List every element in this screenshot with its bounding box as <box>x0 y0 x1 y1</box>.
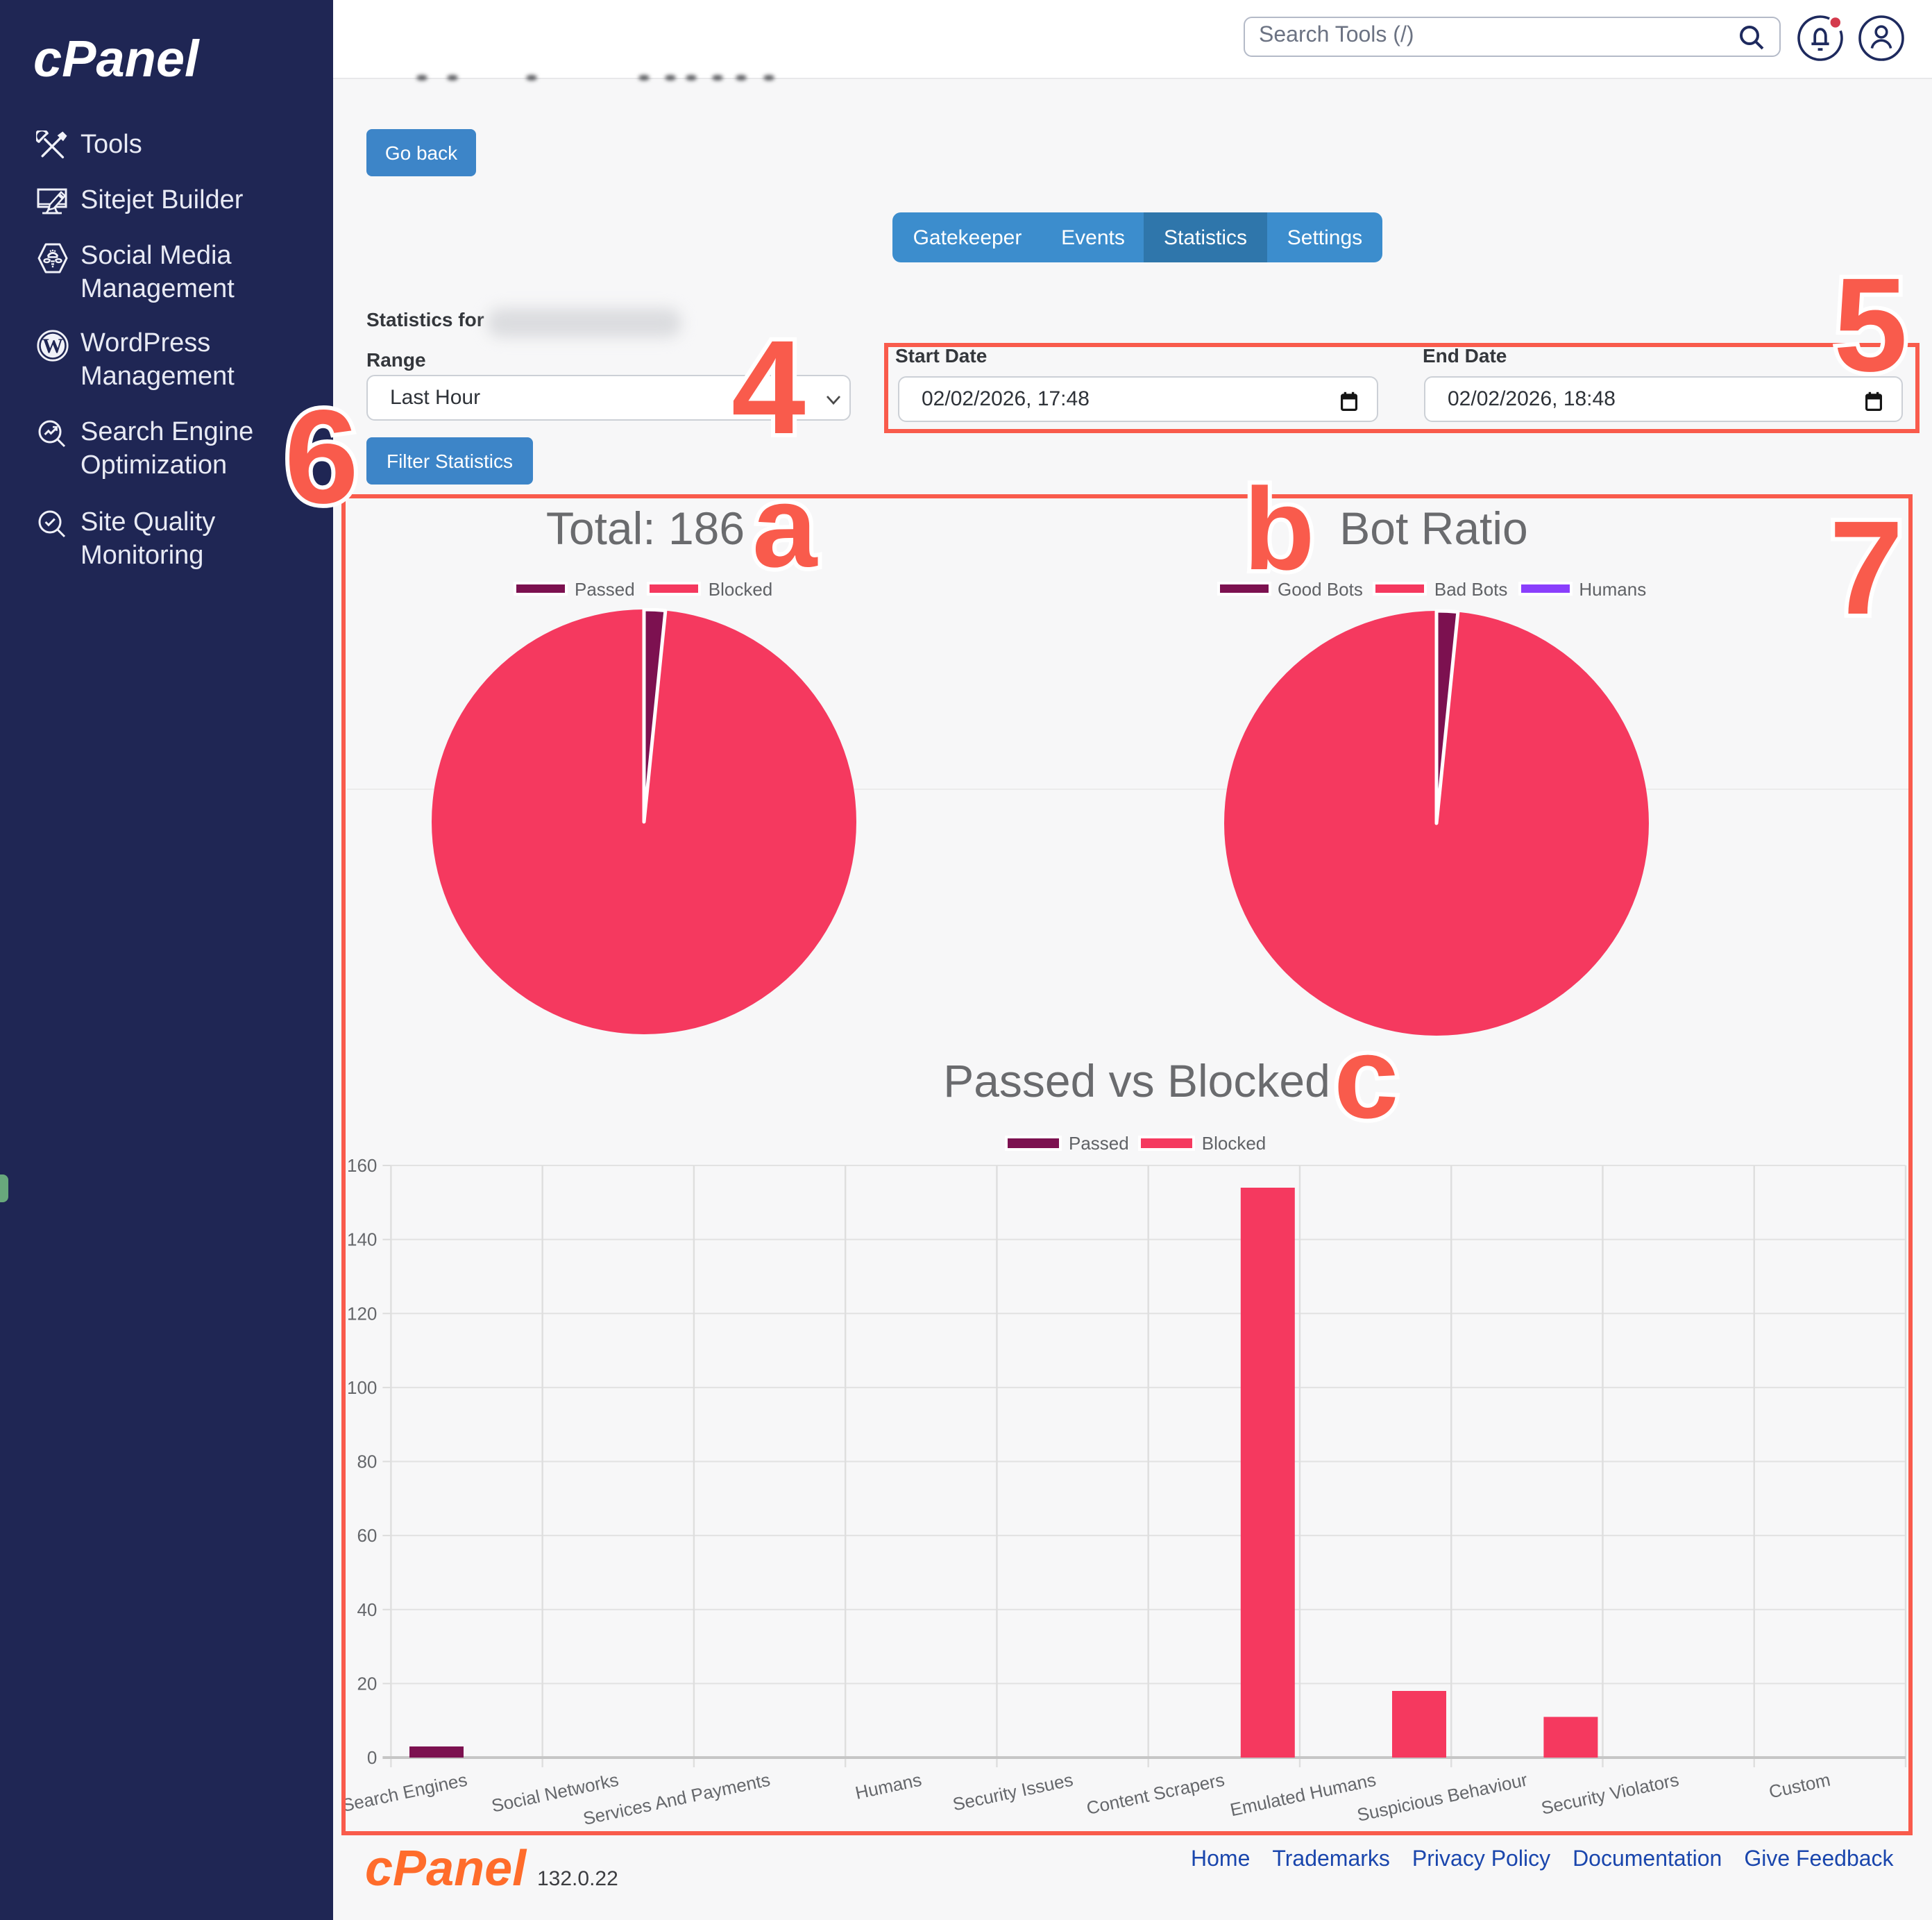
svg-text:20: 20 <box>357 1673 377 1694</box>
svg-text:40: 40 <box>357 1599 377 1620</box>
svg-text:W: W <box>42 335 63 357</box>
svg-text:100: 100 <box>347 1377 377 1398</box>
svg-text:80: 80 <box>357 1451 377 1472</box>
svg-text:160: 160 <box>347 1155 377 1176</box>
svg-text:60: 60 <box>357 1525 377 1546</box>
svg-text:0: 0 <box>367 1747 377 1768</box>
svg-text:132.0.22: 132.0.22 <box>537 1867 618 1890</box>
svg-text:cPanel: cPanel <box>33 35 200 87</box>
svg-text:cPanel: cPanel <box>365 1848 527 1895</box>
svg-text:120: 120 <box>347 1303 377 1324</box>
svg-text:140: 140 <box>347 1229 377 1250</box>
